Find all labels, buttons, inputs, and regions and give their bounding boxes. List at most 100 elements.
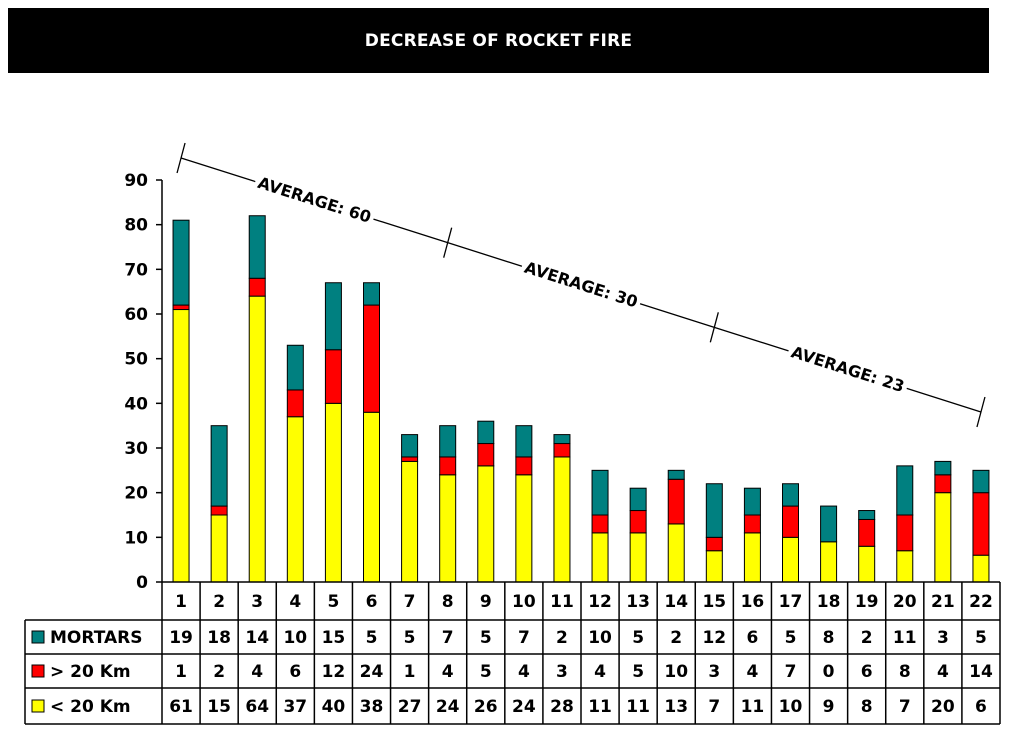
data-label: 18	[207, 628, 231, 648]
data-label: 6	[975, 697, 987, 717]
bar-segment	[286, 389, 304, 418]
data-label: 37	[283, 697, 307, 717]
average-tick	[709, 312, 719, 343]
bar-segment	[705, 536, 723, 552]
y-tick-label: 40	[124, 394, 148, 414]
bar-segment	[820, 541, 838, 583]
x-tick-label: 6	[366, 592, 378, 612]
bar-segment	[248, 215, 266, 279]
x-tick-label: 20	[893, 592, 917, 612]
bar-segment	[972, 554, 990, 583]
chart-title: DECREASE OF ROCKET FIRE	[8, 8, 989, 73]
data-label: 3	[937, 628, 949, 648]
data-label: 14	[969, 662, 993, 682]
bar-segment	[629, 510, 647, 534]
bar-segment	[743, 514, 761, 534]
data-label: 0	[823, 662, 835, 682]
bar-segment	[172, 219, 190, 306]
data-label: 2	[861, 628, 873, 648]
bar-segment	[743, 532, 761, 583]
data-label: 2	[556, 628, 568, 648]
data-label: 7	[899, 697, 911, 717]
data-label: 5	[366, 628, 378, 648]
data-label: 1	[175, 662, 187, 682]
data-label: 7	[442, 628, 454, 648]
bar-segment	[972, 469, 990, 494]
average-line	[639, 303, 715, 328]
bar-segment	[705, 550, 723, 583]
x-tick-label: 15	[702, 592, 726, 612]
bar-segment	[172, 304, 190, 311]
data-label: 8	[899, 662, 911, 682]
bar-segment	[324, 402, 342, 583]
data-label: 28	[550, 697, 574, 717]
x-tick-label: 2	[213, 592, 225, 612]
bar-segment	[286, 344, 304, 391]
bar-segment	[553, 434, 571, 445]
bar-segment	[363, 411, 380, 583]
x-tick-label: 4	[289, 592, 301, 612]
bar-segment	[477, 465, 495, 583]
x-tick-label: 7	[404, 592, 416, 612]
x-tick-label: 22	[969, 592, 993, 612]
bar-segment	[324, 282, 342, 351]
bar-segment	[858, 545, 876, 583]
bar-segment	[439, 474, 457, 583]
data-label: 6	[746, 628, 758, 648]
bar-segment	[667, 478, 685, 525]
data-label: 7	[518, 628, 530, 648]
data-label: 5	[632, 628, 644, 648]
bar-segment	[515, 425, 533, 458]
x-tick-label: 3	[251, 592, 263, 612]
bar-segment	[820, 505, 838, 543]
data-label: 2	[213, 662, 225, 682]
data-label: 10	[283, 628, 307, 648]
bar-segment	[210, 505, 228, 516]
x-tick-label: 9	[480, 592, 492, 612]
bar-segment	[210, 514, 228, 583]
x-tick-label: 21	[931, 592, 955, 612]
bar-segment	[782, 483, 799, 507]
bar-segment	[667, 523, 685, 583]
bar-segment	[401, 434, 419, 458]
data-label: 1	[404, 662, 416, 682]
bar-segment	[477, 420, 495, 445]
y-tick-label: 90	[124, 171, 148, 191]
data-label: 11	[893, 628, 917, 648]
y-tick-label: 20	[124, 484, 148, 504]
bar-segment	[439, 456, 457, 476]
y-tick-label: 30	[124, 439, 148, 459]
data-label: 5	[480, 628, 492, 648]
bar-segment	[553, 456, 571, 583]
bar-segment	[324, 349, 342, 404]
data-label: 13	[664, 697, 688, 717]
data-label: 4	[937, 662, 949, 682]
bar-segment	[629, 487, 647, 512]
bar-segment	[629, 532, 647, 583]
y-tick-label: 80	[124, 216, 148, 236]
data-label: 4	[746, 662, 758, 682]
data-label: 11	[588, 697, 612, 717]
bar-segment	[782, 536, 799, 583]
bar-segment	[934, 492, 952, 583]
data-label: 27	[398, 697, 422, 717]
legend-label: < 20 Km	[50, 697, 131, 717]
bar-segment	[515, 456, 533, 476]
x-tick-label: 17	[779, 592, 803, 612]
bar-segment	[248, 295, 266, 583]
data-label: 9	[823, 697, 835, 717]
data-table: 1 2 3 4 5 6 7 8 9 10 11 12 13 14 15 16 17 18 19 20 21 22MORTA…	[24, 581, 1001, 725]
x-tick-label: 14	[664, 592, 688, 612]
data-label: 11	[741, 697, 765, 717]
x-tick-label: 1	[175, 592, 187, 612]
bar-segment	[210, 425, 228, 507]
bar-segment	[172, 309, 190, 583]
y-tick-label: 70	[124, 260, 148, 280]
bar-segment	[248, 277, 266, 297]
bar-segment	[591, 469, 609, 516]
data-label: 5	[404, 628, 416, 648]
data-label: 5	[975, 628, 987, 648]
x-tick-label: 5	[327, 592, 339, 612]
data-label: 15	[207, 697, 231, 717]
bars	[172, 215, 990, 583]
